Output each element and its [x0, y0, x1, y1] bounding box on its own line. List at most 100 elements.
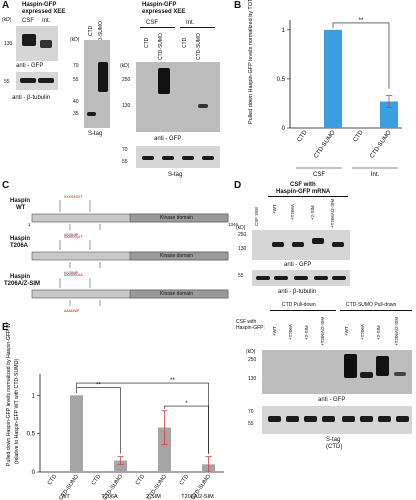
- e-bar: [158, 427, 171, 472]
- kd-55: 55: [4, 79, 10, 85]
- anti-tubulin-label-a: anti - β-tubulin: [12, 95, 51, 101]
- stag-kd-1: 70: [73, 63, 79, 69]
- pd-lane-0: +WT: [272, 326, 277, 336]
- pd-kd-2: 130: [248, 376, 257, 382]
- e-group-label: WT: [61, 494, 70, 500]
- construct-end: 1346: [228, 222, 239, 227]
- blot-a-tubulin: [16, 72, 58, 90]
- d-kd-3: 55: [238, 273, 244, 279]
- right-kd-2: 130: [122, 103, 131, 109]
- construct-2-name: Haspin: [10, 274, 31, 280]
- stag-right-label: S-tag: [168, 172, 183, 178]
- panel-c-diagram: SXXSXXXT VIVDNIP SXXAXXXT VIVDNIP AXXAXX…: [31, 195, 229, 313]
- stag-kd-2: 55: [73, 77, 79, 83]
- e-bar: [70, 395, 83, 472]
- pd-kd-4: 55: [248, 421, 254, 427]
- b-y-label: Pulled down Haspin-GFP levels normalized…: [248, 0, 254, 124]
- d-anti-gfp: anti - GFP: [284, 262, 312, 268]
- right-int: Int.: [186, 20, 195, 26]
- b-group-label: Int.: [371, 172, 380, 178]
- blot-stag: [84, 40, 110, 128]
- stag-lane-ctd: CTD: [88, 25, 94, 36]
- e-sig-label: **: [170, 378, 175, 384]
- blot-right-gfp: [136, 62, 220, 132]
- stag-label-a: S-tag: [88, 131, 103, 137]
- e-ytick-label: 0: [32, 470, 36, 476]
- d-anti-tubulin: anti - β-tubulin: [278, 289, 317, 295]
- d-kd-0: (kD): [236, 225, 246, 231]
- anti-gfp-right: anti - GFP: [154, 136, 182, 142]
- stag-kd-4: 35: [73, 111, 79, 117]
- blot-d-tubulin: [252, 270, 350, 286]
- right-csf: CSF: [146, 20, 158, 26]
- right-kd2-1: 55: [122, 159, 128, 165]
- blot-a-gfp: [16, 26, 58, 61]
- pulldown-group-2: CTD-SUMO Pull-down: [346, 302, 397, 308]
- lane-int: Int.: [42, 18, 51, 24]
- e-sig-bracket: [164, 405, 209, 454]
- stag-kd-3: 40: [73, 99, 79, 105]
- svg-text:SXXSXXXT: SXXSXXXT: [64, 195, 83, 199]
- pd-kd-1: 250: [248, 357, 257, 363]
- e-xtick-label: CTD: [91, 474, 102, 487]
- panel-label-d: D: [234, 180, 242, 191]
- construct-t206a: SXXAXXXT VIVDNIP: [31, 235, 229, 275]
- e-xtick-label: CTD: [179, 474, 190, 487]
- panel-a-title-1: Haspin-GFP: [22, 2, 57, 8]
- svg-text:VIVDNIP: VIVDNIP: [64, 271, 79, 275]
- b-ytick-label: 0: [282, 126, 286, 132]
- blot-pulldown-gfp: [262, 350, 412, 394]
- right-lane-0: CTD: [144, 37, 150, 48]
- b-sig-bracket: [332, 22, 390, 89]
- pd-anti-gfp: anti - GFP: [318, 397, 346, 403]
- pd-lane-6: +2-SIM: [376, 325, 381, 340]
- e-sig-bracket: [76, 387, 121, 454]
- e-sig-label: **: [96, 383, 101, 389]
- pd-lane-3: +T206A/2-SIM: [320, 316, 325, 346]
- construct-0-name: Haspin: [10, 198, 31, 204]
- d-lane-3: +2-SIM: [310, 205, 315, 220]
- pd-kd-0: (kD): [246, 349, 256, 355]
- b-xtick-label: CTD-SUMO: [313, 129, 337, 159]
- construct-wt: SXXSXXXT VIVDNIP: [31, 195, 229, 237]
- e-xtick-label: CTD: [47, 474, 58, 487]
- pulldown-row-label-2: Haspin-GFP:: [236, 325, 265, 331]
- e-group-label: 2-SIM: [146, 494, 161, 500]
- b-xtick-label: CTD-SUMO: [369, 129, 393, 159]
- b-xtick-label: CTD: [297, 129, 309, 143]
- panel-a-right-title-1: Haspin-GFP: [142, 2, 177, 8]
- panel-label-a: A: [2, 0, 10, 11]
- right-lane-2: CTD: [182, 37, 188, 48]
- construct-2-domain: Kinase domain: [160, 291, 194, 297]
- b-bar: [324, 29, 342, 128]
- right-lane-1: CTD-SUMO: [158, 33, 164, 60]
- pd-lane-4: +WT: [344, 326, 349, 336]
- pd-kd-3: 70: [248, 409, 254, 415]
- right-lane-3: CTD-SUMO: [196, 33, 202, 60]
- svg-text:AXXAXXXA: AXXAXXXA: [64, 273, 83, 277]
- svg-text:SXXAXXXT: SXXAXXXT: [64, 235, 83, 239]
- right-kd-1: 250: [122, 77, 131, 83]
- pd-lane-5: +T206A: [360, 324, 365, 340]
- construct-start: 1: [28, 222, 31, 227]
- e-y-label-2: (relative to Haspin-GFP WT with CTD-SUMO…: [14, 358, 20, 464]
- d-lane-0: CSF XEE: [254, 206, 259, 226]
- right-kd2-0: 70: [122, 147, 128, 153]
- e-ytick-label: 1: [32, 393, 36, 399]
- e-sig-bracket: [76, 382, 209, 454]
- b-sig-label: **: [359, 18, 364, 24]
- e-xtick-label: CTD: [135, 474, 146, 487]
- d-lane-2: +T206A: [290, 204, 295, 220]
- d-lane-1: +WT: [272, 204, 277, 214]
- e-bar: [114, 460, 127, 472]
- blot-d-gfp: [252, 230, 350, 260]
- chart-e: Pulled down Haspin-GFP levels normalized…: [6, 322, 224, 500]
- e-y-label: Pulled down Haspin-GFP levels normalized…: [6, 322, 12, 466]
- svg-text:VIVDNIP: VIVDNIP: [64, 233, 79, 237]
- panel-d-title-2: Haspin-GFP mRNA: [276, 189, 331, 195]
- construct-0-sub: WT: [16, 205, 26, 211]
- right-kd-0: (kD): [120, 63, 130, 69]
- stag-kd-0: (kD): [70, 37, 80, 43]
- d-lane-4: +T206A/2-SIM: [330, 198, 335, 228]
- construct-1-domain: Kinase domain: [160, 253, 194, 259]
